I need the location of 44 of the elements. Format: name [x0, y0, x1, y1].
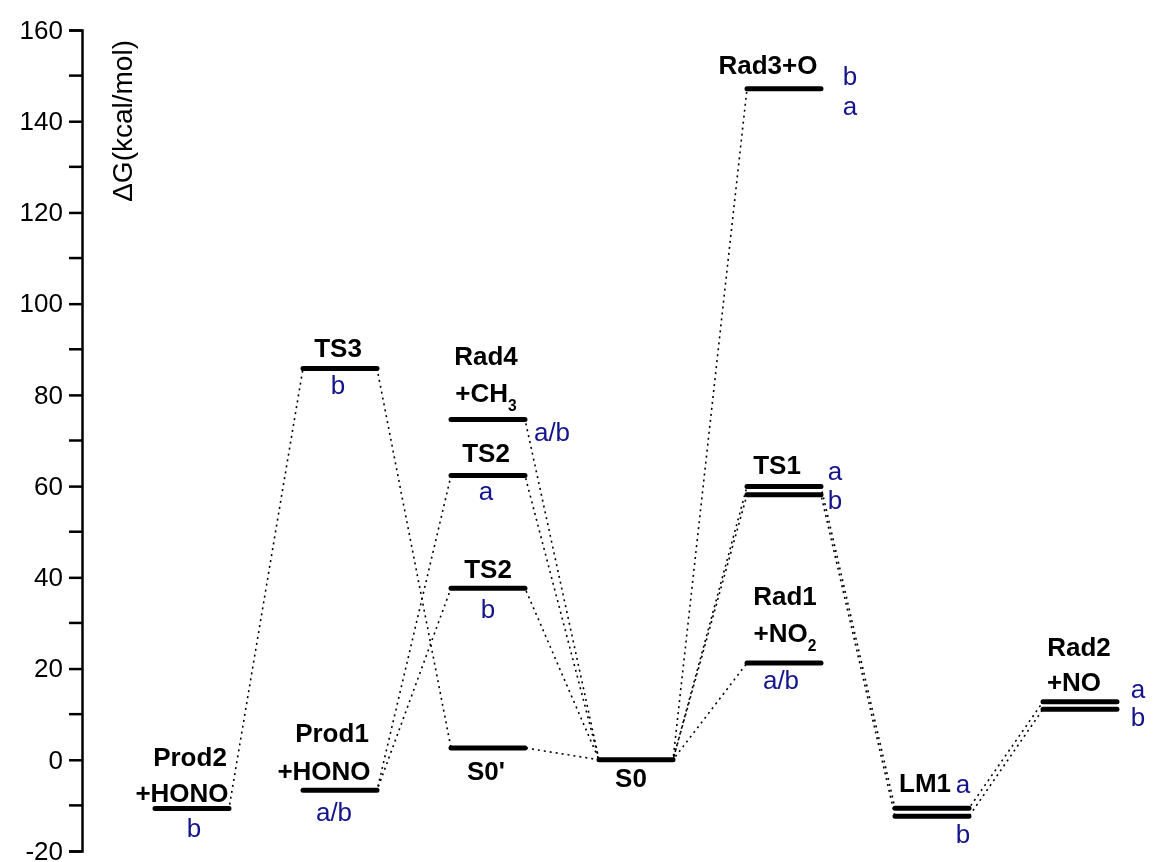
annotation: a/b [315, 797, 353, 828]
annotation: Rad1 [753, 581, 817, 612]
annotation: +NO [1046, 666, 1102, 697]
annotation: b [1130, 701, 1146, 732]
annotation: Rad4 [454, 340, 519, 371]
y-tick-label: 160 [19, 14, 63, 45]
y-axis-title: ΔG(kcal/mol) [107, 40, 138, 202]
y-tick-label: 0 [48, 744, 63, 775]
y-tick-label: 20 [34, 653, 63, 684]
annotation: b [827, 484, 843, 515]
y-tick-label: 80 [34, 379, 63, 410]
annotation: a [955, 769, 971, 800]
annotation: a/b [533, 416, 571, 447]
y-tick-label: 120 [19, 197, 63, 228]
y-tick-label: 140 [19, 106, 63, 137]
annotation: b [186, 812, 202, 843]
annotation: TS2 [462, 437, 510, 468]
annotation: S0' [467, 755, 505, 786]
annotation: +HONO [135, 777, 229, 808]
y-tick-label: 60 [34, 470, 63, 501]
annotation: Prod1 [295, 718, 369, 749]
annotation: b [330, 370, 346, 401]
annotation: a [1130, 673, 1146, 704]
annotation: a [827, 455, 843, 486]
annotation: a [842, 90, 858, 121]
annotation: a/b [762, 665, 800, 696]
annotation: TS3 [314, 333, 362, 364]
annotation: +NO$_{2}$ [753, 618, 817, 654]
annotation: a [478, 475, 494, 506]
annotation: TS1 [753, 449, 801, 480]
y-tick-label: 40 [34, 562, 63, 593]
annotation: b [955, 819, 971, 850]
annotation: +HONO [277, 756, 371, 787]
annotation: b [842, 60, 858, 91]
y-tick-label: -20 [25, 835, 63, 862]
annotation: TS2 [464, 554, 512, 585]
annotation: b [480, 594, 496, 625]
annotation: Rad2 [1047, 631, 1111, 662]
annotation: +CH$_{3}$ [455, 377, 518, 414]
annotation: LM1 [899, 768, 951, 799]
annotation: Prod2 [153, 741, 227, 772]
y-tick-label: 100 [19, 288, 63, 319]
annotation: Rad3+O [718, 49, 818, 80]
annotation: S0 [615, 762, 647, 793]
